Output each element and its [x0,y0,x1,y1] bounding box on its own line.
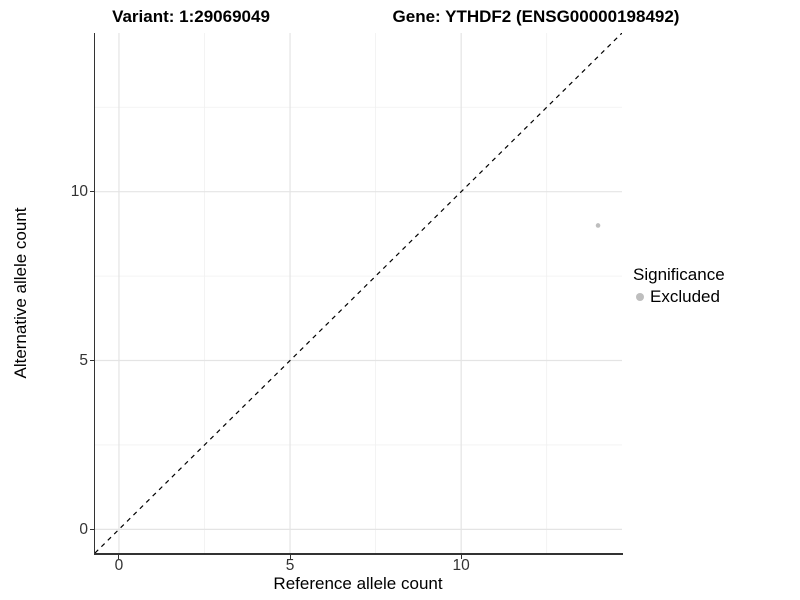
x-tick-label: 5 [285,557,295,574]
legend-item-excluded: Excluded [636,287,725,307]
plot-title-variant: Variant: 1:29069049 [112,7,270,26]
y-tick-label: 5 [79,352,88,370]
x-axis-line [93,553,623,555]
data-point [595,223,601,228]
x-tick-mark [289,554,291,559]
plot-title-gene: Gene: YTHDF2 (ENSG00000198492) [392,7,680,26]
x-tick-label: 0 [114,557,124,574]
excluded-point-icon [636,293,644,301]
plot-panel-canvas [95,33,622,553]
y-tick-mark [89,528,94,530]
legend-title: Significance [633,265,725,284]
y-tick-label: 10 [70,183,88,201]
y-axis-line [93,33,95,555]
legend-item-label: Excluded [650,287,720,306]
x-tick-label: 10 [452,557,470,574]
x-axis-title: Reference allele count [273,574,443,593]
identity-reference-line [95,33,622,553]
y-tick-mark [89,191,94,193]
x-tick-mark [118,554,120,559]
legend: Significance Excluded [633,265,725,307]
y-axis-title: Alternative allele count [11,207,30,379]
y-tick-label: 0 [79,520,88,538]
y-tick-mark [89,360,94,362]
x-tick-mark [460,554,462,559]
